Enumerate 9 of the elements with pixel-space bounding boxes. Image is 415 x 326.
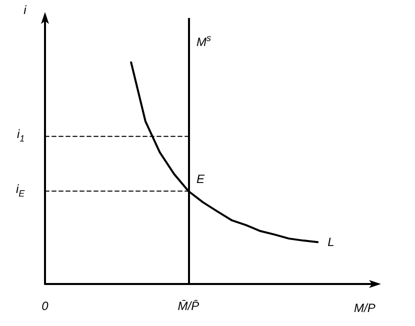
- x-tick-label: M̄/P̄: [178, 299, 200, 313]
- series-label: i$_{E}$: [16, 182, 25, 200]
- x-axis-title: M/P: [354, 301, 376, 315]
- series-label: i$_{1}$: [17, 127, 25, 146]
- x-tick-label: 0: [42, 299, 49, 313]
- y-axis-title: i: [24, 3, 27, 17]
- ref-line-label: M$^{s}$: [196, 32, 211, 49]
- series-label: L: [328, 235, 334, 250]
- annotation: E: [196, 172, 204, 186]
